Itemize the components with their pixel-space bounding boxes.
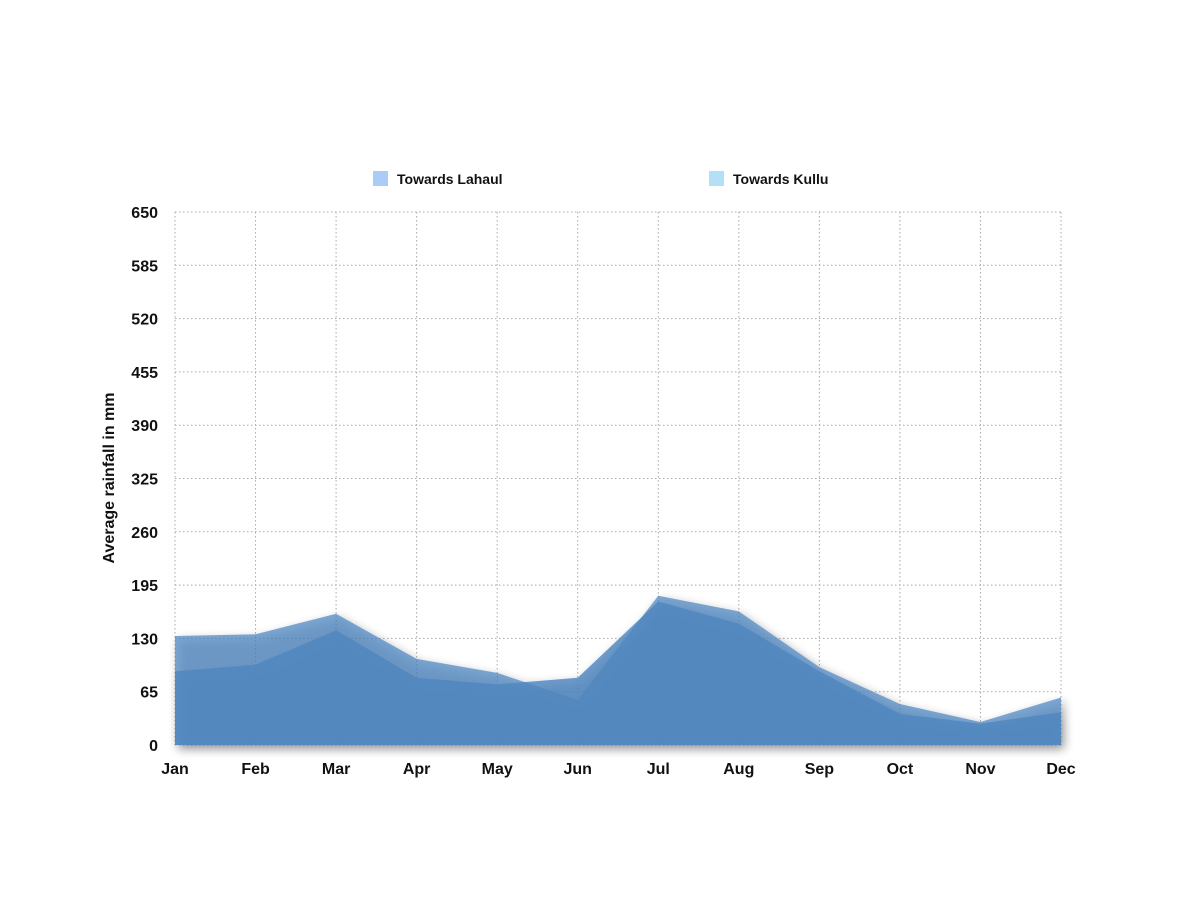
data-point-series-1 <box>415 657 419 661</box>
x-tick-label: Dec <box>1046 761 1075 778</box>
data-point-series-2 <box>817 669 821 673</box>
data-point-series-1 <box>334 612 338 616</box>
x-tick-label: May <box>482 761 513 778</box>
data-point-series-1 <box>817 665 821 669</box>
data-point-series-2 <box>737 622 741 626</box>
data-point-series-2 <box>173 669 177 673</box>
legend-label: Towards Lahaul <box>397 171 503 187</box>
y-tick-label: 195 <box>131 578 158 595</box>
x-tick-label: Jul <box>647 761 670 778</box>
plot-areas <box>173 594 1063 745</box>
x-tick-label: Aug <box>723 761 754 778</box>
data-point-series-1 <box>1059 695 1063 699</box>
x-axis-ticks: Jan Feb Mar Apr May Jun Jul Aug Sep Oct Nov Dec <box>161 761 1076 778</box>
legend-label: Towards Kullu <box>733 171 828 187</box>
legend-swatch <box>373 171 388 186</box>
data-point-series-1 <box>737 609 741 613</box>
y-axis-ticks: 0 65 130 195 260 325 390 455 520 585 650 <box>131 205 158 755</box>
data-point-series-2 <box>576 676 580 680</box>
data-point-series-2 <box>978 722 982 726</box>
data-point-series-1 <box>656 594 660 598</box>
area-series-2 <box>175 601 1061 745</box>
data-point-series-2 <box>334 628 338 632</box>
data-point-series-1 <box>173 634 177 638</box>
x-tick-label: Jan <box>161 761 189 778</box>
y-tick-label: 585 <box>131 258 158 275</box>
y-tick-label: 260 <box>131 525 158 542</box>
data-point-series-2 <box>1059 710 1063 714</box>
x-tick-label: Oct <box>887 761 914 778</box>
legend-item: Towards Lahaul <box>373 171 503 187</box>
data-point-series-2 <box>495 682 499 686</box>
data-point-series-1 <box>254 632 258 636</box>
x-tick-label: Feb <box>241 761 270 778</box>
y-tick-label: 0 <box>149 738 158 755</box>
y-tick-label: 455 <box>131 365 158 382</box>
legend-swatch <box>709 171 724 186</box>
data-point-series-2 <box>656 600 660 604</box>
legend: Towards Lahaul Towards Kullu <box>373 171 828 187</box>
y-axis-title: Average rainfall in mm <box>101 392 118 563</box>
x-tick-label: Mar <box>322 761 350 778</box>
legend-item: Towards Kullu <box>709 171 828 187</box>
data-point-series-2 <box>254 663 258 667</box>
data-point-series-1 <box>898 702 902 706</box>
data-point-series-2 <box>898 712 902 716</box>
y-tick-label: 650 <box>131 205 158 222</box>
y-tick-label: 130 <box>131 631 158 648</box>
y-tick-label: 520 <box>131 312 158 329</box>
x-tick-label: Sep <box>805 761 835 778</box>
y-tick-label: 65 <box>140 685 158 702</box>
y-tick-label: 390 <box>131 418 158 435</box>
x-tick-label: Jun <box>564 761 592 778</box>
data-point-series-1 <box>495 671 499 675</box>
y-tick-label: 325 <box>131 472 158 489</box>
data-point-series-2 <box>415 676 419 680</box>
x-tick-label: Apr <box>403 761 431 778</box>
x-tick-label: Nov <box>965 761 995 778</box>
data-point-series-1 <box>576 698 580 702</box>
